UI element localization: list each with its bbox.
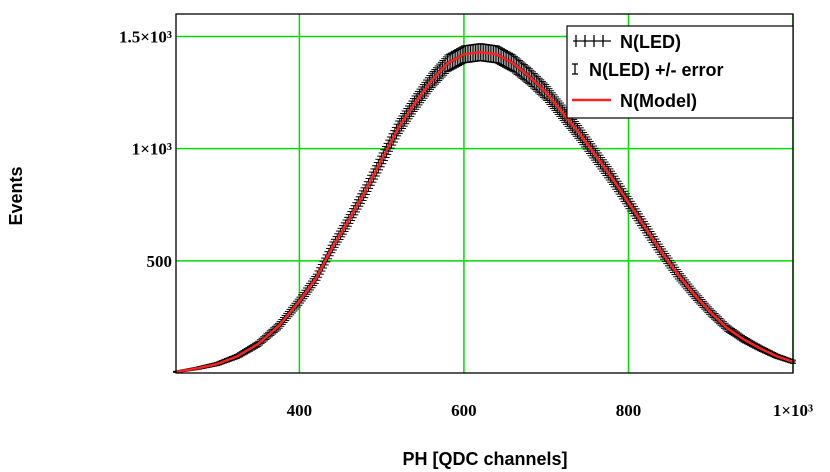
y-axis-label: Events: [6, 166, 26, 225]
x-axis-label: PH [QDC channels]: [402, 449, 567, 469]
legend-marker-led: [573, 35, 611, 47]
legend-marker-error: [572, 63, 578, 75]
plot-frame: [175, 13, 794, 374]
model-line: [175, 50, 794, 374]
x-tick-label: 400: [287, 401, 313, 420]
legend: N(LED) N(LED) +/- error N(Model): [566, 25, 794, 119]
x-tick-label: 800: [616, 401, 642, 420]
x-tick-label: 1×10³: [773, 401, 813, 420]
legend-label-model: N(Model): [620, 91, 697, 111]
legend-label-error: N(LED) +/- error: [589, 60, 724, 80]
y-tick-labels: 500 1×10³ 1.5×10³: [119, 27, 172, 270]
y-tick-label: 1.5×10³: [119, 27, 172, 46]
y-tick-label: 500: [147, 252, 173, 271]
x-tick-label: 600: [451, 401, 477, 420]
y-tick-label: 1×10³: [132, 140, 172, 159]
legend-label-led: N(LED): [620, 32, 681, 52]
x-tick-labels: 400 600 800 1×10³: [287, 401, 813, 420]
